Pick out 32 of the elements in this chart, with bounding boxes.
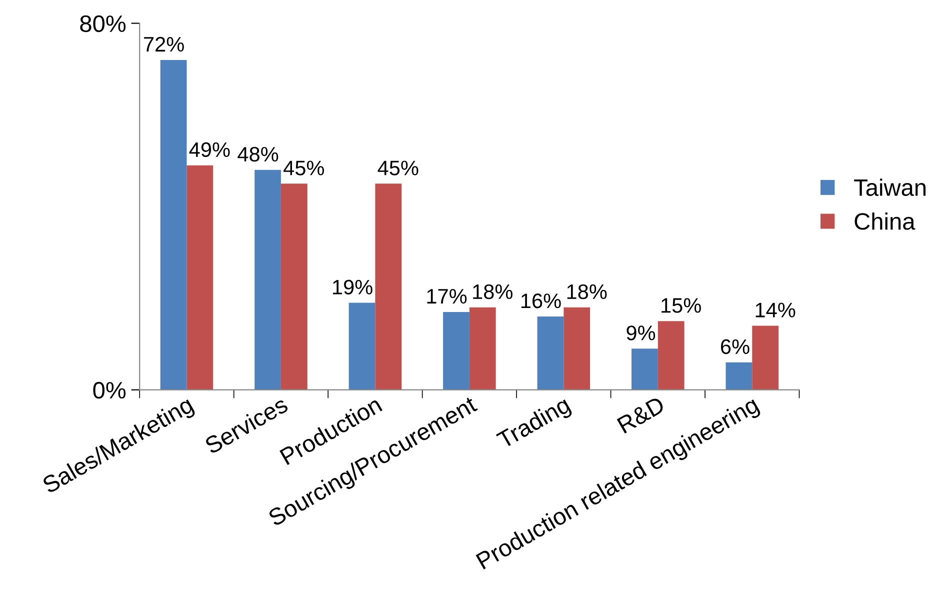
bar	[186, 165, 214, 390]
bar	[469, 307, 496, 390]
legend-label: Taiwan	[854, 178, 926, 196]
legend-label: China	[854, 212, 916, 230]
data-label: 19%	[333, 280, 372, 294]
bar	[254, 170, 281, 390]
data-label: 14%	[756, 302, 796, 318]
data-label: 18%	[473, 284, 512, 300]
bar	[632, 348, 658, 390]
y-tick-label: 0%	[93, 382, 126, 399]
bar	[280, 184, 308, 390]
bar	[564, 307, 590, 390]
data-label: 9%	[626, 326, 656, 340]
data-label: 6%	[721, 339, 750, 354]
bar	[537, 316, 564, 390]
bar	[752, 326, 779, 390]
data-label: 45%	[378, 160, 418, 176]
data-label: 48%	[238, 146, 278, 162]
bar	[443, 312, 470, 390]
data-label: 16%	[521, 293, 561, 308]
bar	[726, 362, 752, 390]
bar	[348, 302, 376, 390]
data-label: 18%	[567, 284, 607, 300]
data-label: 72%	[144, 36, 184, 52]
data-label: 45%	[284, 160, 324, 176]
y-tick-label: 80%	[80, 15, 126, 32]
data-label: 49%	[189, 142, 230, 158]
bar	[160, 60, 187, 390]
data-label: 15%	[662, 298, 701, 313]
bar	[375, 184, 402, 390]
bar	[658, 321, 684, 390]
data-label: 17%	[427, 289, 467, 304]
